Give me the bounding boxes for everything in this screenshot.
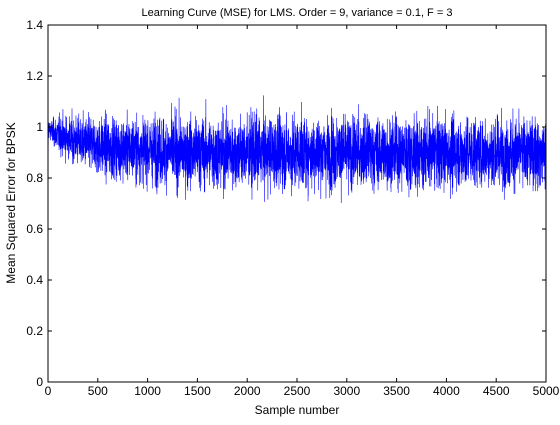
x-tick-label: 5000 bbox=[533, 384, 560, 398]
x-tick-label: 0 bbox=[45, 384, 52, 398]
data-layer bbox=[47, 95, 547, 230]
y-tick-label: 1.2 bbox=[26, 69, 43, 83]
axes-box bbox=[47, 24, 547, 383]
x-tick-label: 3500 bbox=[383, 384, 410, 398]
x-axis-label: Sample number bbox=[255, 403, 340, 417]
y-tick-label: 0 bbox=[36, 375, 43, 389]
y-tick-label: 1.4 bbox=[26, 18, 43, 32]
y-tick-label: 1 bbox=[36, 120, 43, 134]
y-tick-label: 0.6 bbox=[26, 222, 43, 236]
x-tick-label: 4000 bbox=[433, 384, 460, 398]
y-tick-label: 0.2 bbox=[26, 324, 43, 338]
mse-curve-line bbox=[47, 95, 547, 230]
chart-title: Learning Curve (MSE) for LMS. Order = 9,… bbox=[142, 7, 453, 19]
x-tick-label: 1500 bbox=[184, 384, 211, 398]
x-tick-label: 4500 bbox=[483, 384, 510, 398]
y-tick-label: 0.4 bbox=[26, 273, 43, 287]
y-axis-label: Mean Squared Error for BPSK bbox=[4, 122, 18, 283]
x-tick-label: 1000 bbox=[134, 384, 161, 398]
y-tick-label: 0.8 bbox=[26, 171, 43, 185]
tick-layer: 0 500 1000 1500 2000 2500 3000 3500 4000 4500 5000… bbox=[26, 18, 559, 398]
x-tick-label: 2500 bbox=[284, 384, 311, 398]
x-tick-label: 500 bbox=[88, 384, 108, 398]
x-tick-label: 3000 bbox=[333, 384, 360, 398]
x-tick-label: 2000 bbox=[234, 384, 261, 398]
plot-background bbox=[48, 25, 546, 382]
